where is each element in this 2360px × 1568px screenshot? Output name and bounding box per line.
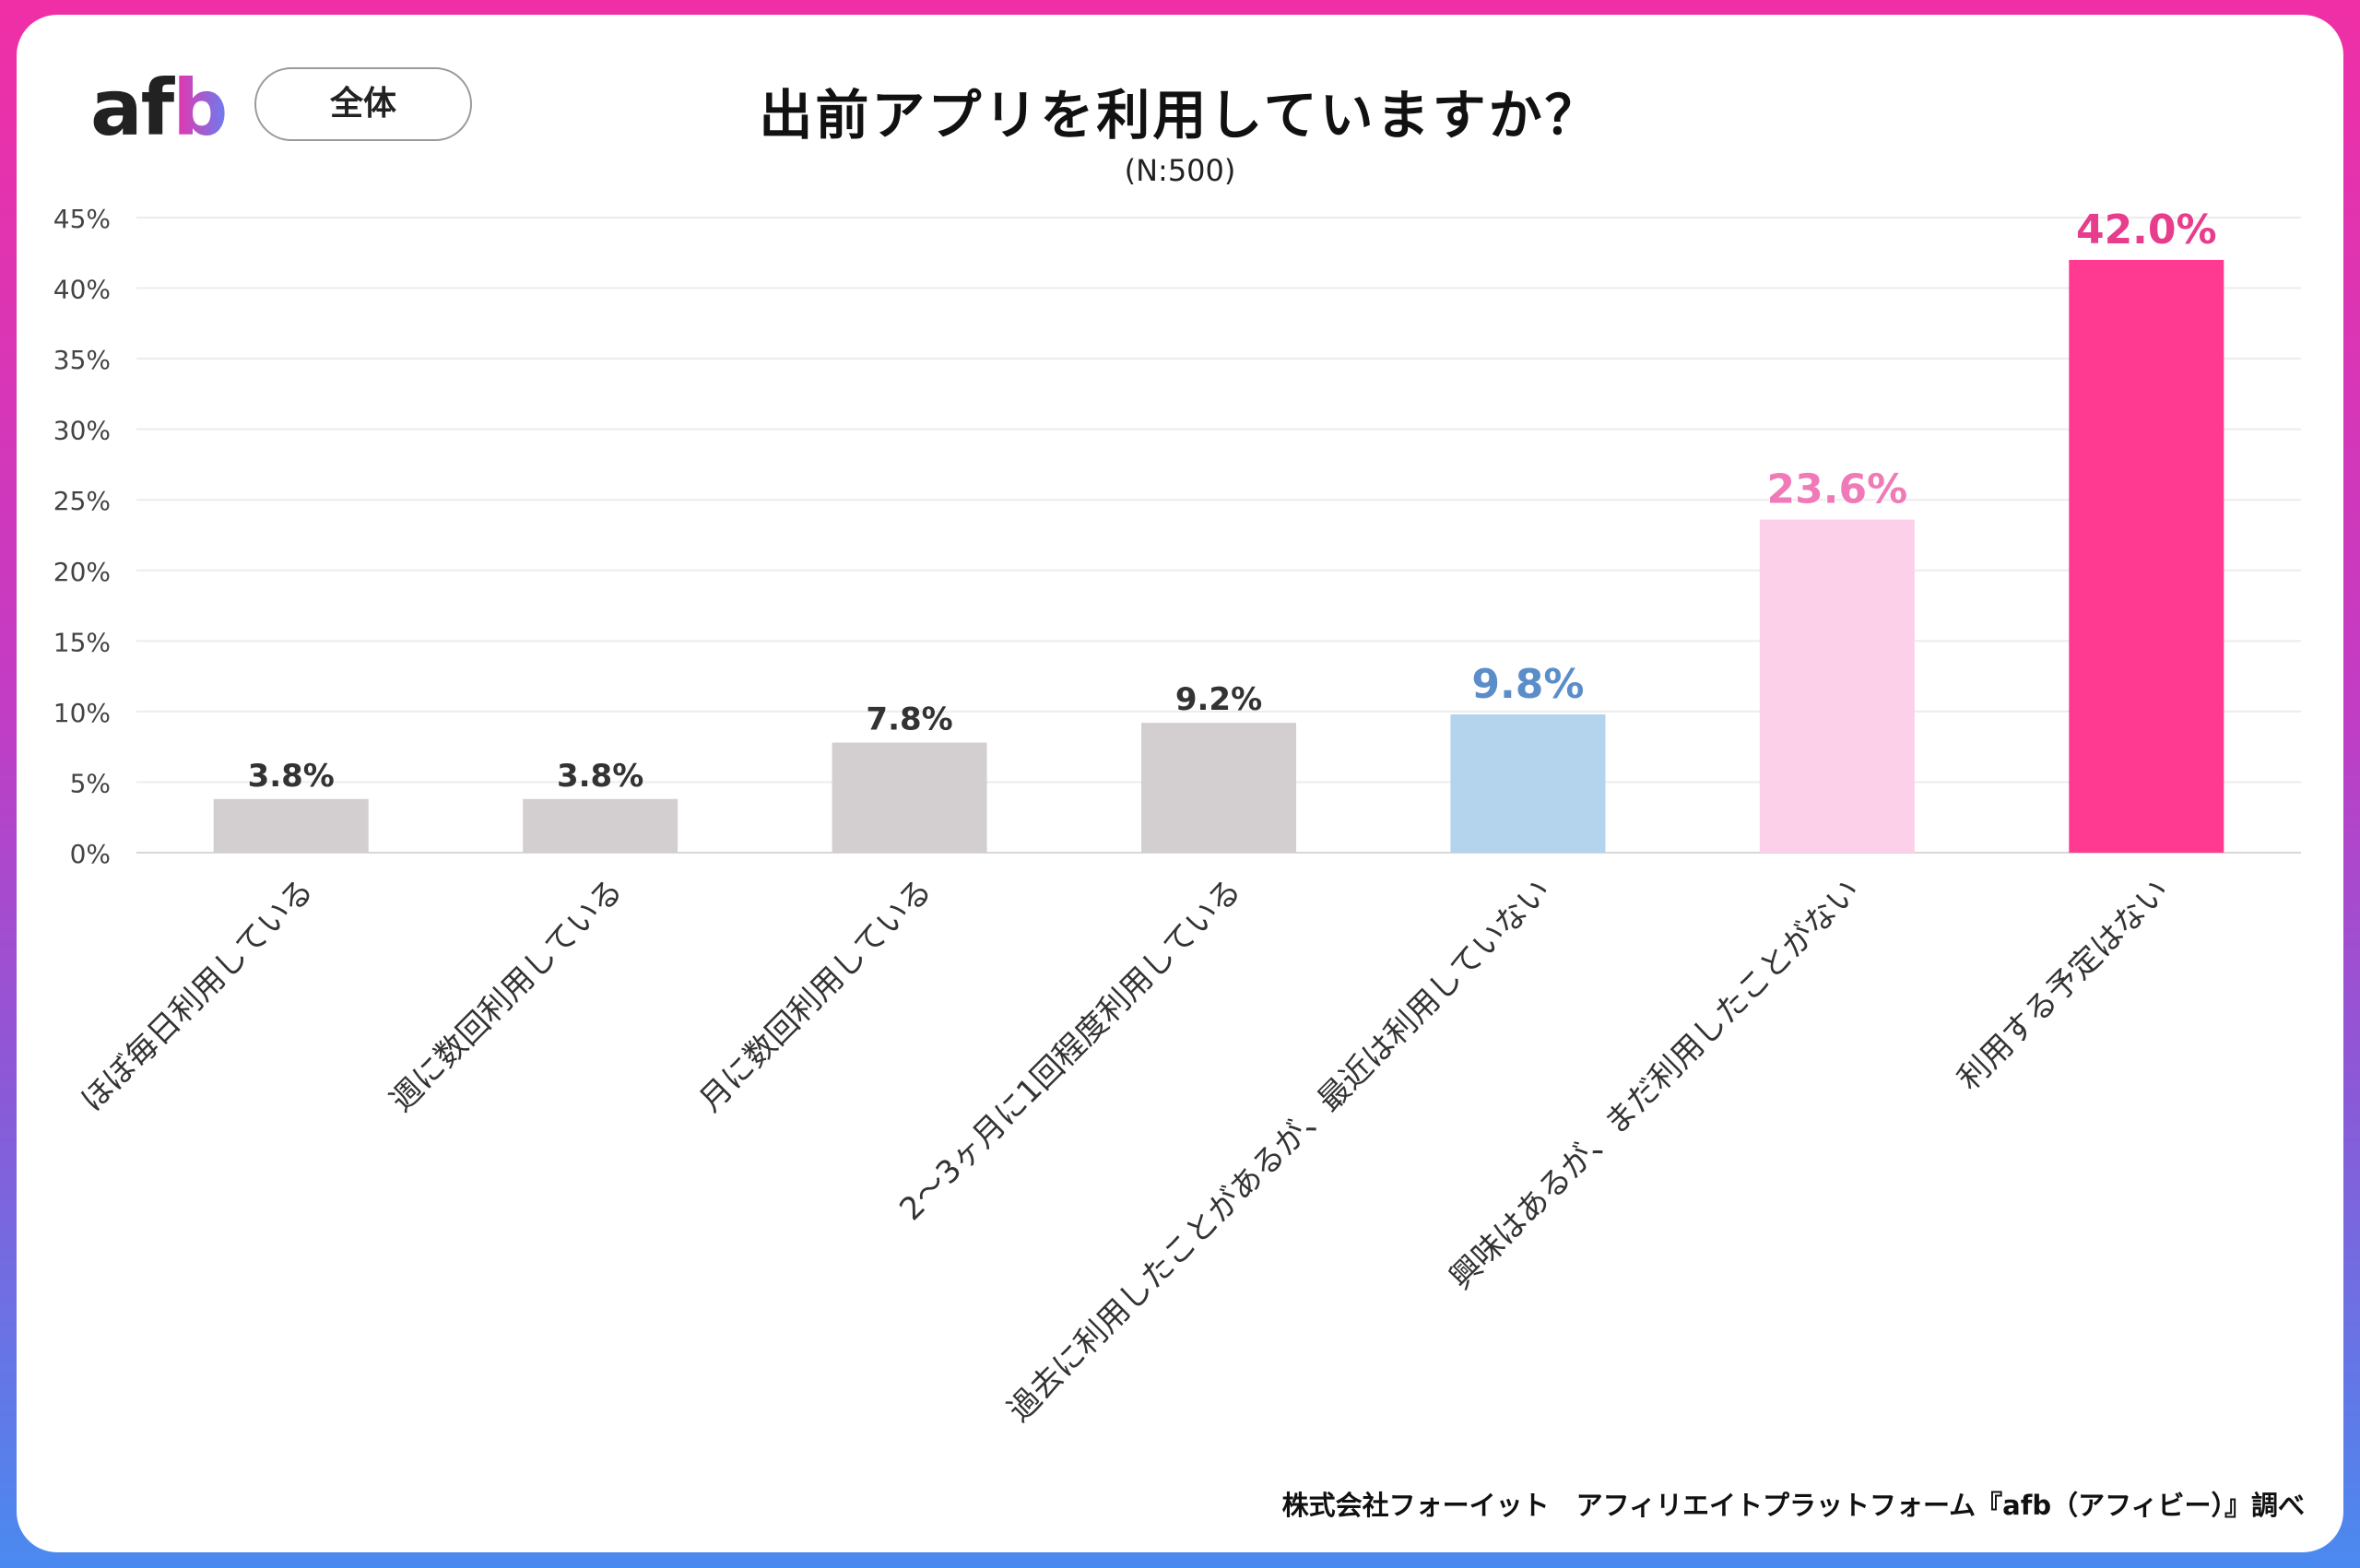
y-tick-label: 40%: [53, 275, 111, 305]
logo-letter-b: b: [172, 63, 228, 153]
bar-value-label: 9.2%: [1175, 681, 1262, 718]
bar-value-label: 23.6%: [1767, 466, 1908, 513]
bar: [2069, 259, 2224, 853]
y-tick-label: 30%: [53, 416, 111, 446]
bar: [213, 798, 369, 853]
y-tick-label: 25%: [53, 486, 111, 516]
y-tick-label: 35%: [53, 345, 111, 375]
chart-subtitle: (N:500): [1124, 153, 1236, 188]
bar: [832, 742, 987, 853]
y-tick-label: 0%: [70, 839, 111, 869]
source-credit: 株式会社フォーイット アフィリエイトプラットフォーム『afb（アフィビー）』調べ: [1281, 1490, 2305, 1521]
x-category-label: 週に数回利用している: [384, 872, 631, 1119]
logo-letters-af: af: [90, 63, 174, 153]
x-category-label: 月に数回利用している: [692, 872, 939, 1119]
bar-value-label: 9.8%: [1471, 661, 1584, 708]
chart-title: 出前アプリを利用していますか？: [759, 84, 1601, 147]
bar: [1450, 713, 1606, 853]
bar-value-label: 42.0%: [2076, 206, 2217, 253]
afb-logo: afb: [90, 66, 228, 149]
y-tick-label: 45%: [53, 204, 111, 234]
y-tick-label: 10%: [53, 698, 111, 728]
x-category-label: 過去に利用したことがあるが、最近は利用していない: [1001, 872, 1558, 1429]
x-category-label: 2～3ヶ月に1回程度利用している: [892, 872, 1248, 1228]
y-tick-label: 5%: [70, 768, 111, 798]
x-category-label: 利用する予定はない: [1951, 872, 2177, 1098]
bar-value-label: 7.8%: [866, 701, 952, 738]
bar: [1141, 723, 1296, 853]
bar-value-label: 3.8%: [557, 758, 643, 795]
x-category-label: ほぼ毎日利用している: [74, 872, 321, 1119]
bar: [1759, 519, 1915, 853]
bar-value-label: 3.8%: [248, 758, 335, 795]
y-tick-label: 20%: [53, 557, 111, 587]
bar: [523, 798, 678, 853]
segment-badge: 全体: [254, 67, 472, 141]
y-tick-label: 15%: [53, 627, 111, 657]
